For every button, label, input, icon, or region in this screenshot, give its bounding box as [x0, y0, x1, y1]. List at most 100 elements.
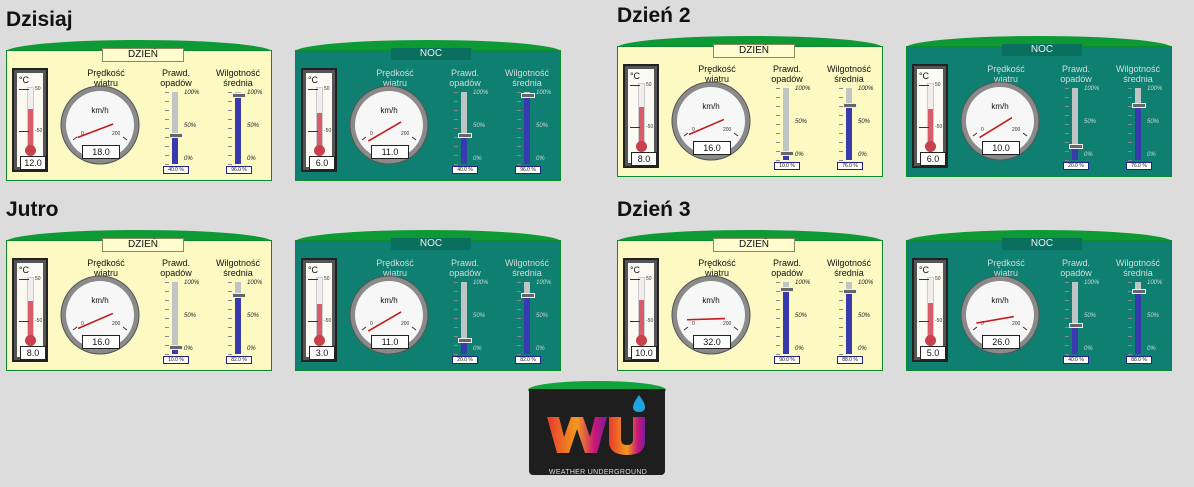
temp-unit-label: °C — [629, 265, 641, 275]
humidity-gauge-value: 82.0 % — [515, 356, 541, 364]
period-label: DZIEŃ — [102, 48, 184, 62]
mercury-column — [928, 303, 933, 336]
temperature-value: 6.0 — [920, 152, 946, 166]
temperature-value: 10.0 — [631, 346, 657, 360]
mercury-column — [928, 108, 933, 142]
wind-needle — [77, 312, 114, 330]
precip-label: Prawd. opadów — [449, 68, 481, 88]
wind-speed-label: Prędkość wiatru — [698, 258, 736, 278]
temp-max-tick: 50 — [324, 86, 330, 92]
humidity-gauge-knob[interactable] — [232, 92, 246, 98]
precip-gauge-knob[interactable] — [458, 133, 472, 139]
speed-max-tick: 200 — [401, 321, 410, 327]
thermometer-bulb — [636, 335, 647, 346]
weather-underground-logo[interactable]: WEATHER UNDERGROUND — [528, 381, 666, 477]
temperature-value: 3.0 — [309, 346, 335, 360]
percent-tick: 0% — [1084, 152, 1093, 158]
day-title: Dzień 2 — [617, 4, 691, 27]
humidity-gauge-knob[interactable] — [843, 103, 857, 109]
speed-unit-label: km/h — [380, 296, 397, 305]
temperature-value: 5.0 — [920, 346, 946, 360]
precip-gauge-fill — [1072, 325, 1078, 354]
humidity-gauge — [839, 88, 857, 161]
temperature-value: 6.0 — [309, 156, 335, 170]
percent-tick: 0% — [184, 156, 193, 162]
night-panel: NOC °C 50 -50 6.0 Prędkość wiatru Prawd. opadów W… — [295, 40, 561, 181]
precip-gauge-fill — [783, 152, 789, 160]
humidity-label: Wilgotność średnia — [215, 258, 260, 278]
precip-gauge-knob[interactable] — [169, 344, 183, 350]
precip-gauge-knob[interactable] — [780, 287, 794, 293]
humidity-gauge-value: 96.0 % — [226, 166, 252, 174]
mercury-column — [28, 109, 33, 146]
precip-gauge — [776, 282, 794, 355]
thermometer-bulb — [25, 335, 36, 346]
precip-gauge-value: 20.0 % — [1063, 162, 1089, 170]
humidity-gauge-knob[interactable] — [1132, 103, 1146, 109]
percent-tick: 0% — [184, 346, 193, 352]
humidity-gauge-knob[interactable] — [232, 292, 246, 298]
precip-gauge-knob[interactable] — [458, 337, 472, 343]
humidity-gauge-value: 88.0 % — [837, 356, 863, 364]
percent-tick: 50% — [1084, 119, 1097, 125]
temp-unit-label: °C — [629, 71, 641, 81]
day-panel: DZIEŃ °C 50 -50 10.0 Prędkość wiatru Prawd. opad… — [617, 230, 883, 371]
period-label: NOC — [391, 238, 471, 250]
humidity-gauge-knob[interactable] — [521, 92, 535, 98]
percent-tick: 0% — [473, 156, 482, 162]
precip-gauge-knob[interactable] — [1069, 323, 1083, 329]
temp-min-tick: -50 — [35, 128, 43, 134]
precip-gauge-knob[interactable] — [1069, 143, 1083, 149]
percent-tick: 50% — [858, 313, 871, 319]
humidity-gauge-knob[interactable] — [843, 288, 857, 294]
period-label: NOC — [1002, 44, 1082, 56]
weather-underground-logo-icon — [547, 395, 645, 455]
percent-tick: 100% — [184, 90, 200, 96]
temp-min-tick: -50 — [935, 124, 943, 130]
speed-min-tick: 0 — [981, 321, 984, 327]
wind-speedometer: km/h 0 200 — [960, 81, 1040, 161]
speed-max-tick: 200 — [112, 131, 121, 137]
percent-tick: 0% — [536, 346, 545, 352]
temp-min-tick: -50 — [324, 128, 332, 134]
percent-tick: 50% — [473, 123, 486, 129]
percent-tick: 50% — [1147, 313, 1160, 319]
precip-label: Prawd. opadów — [771, 258, 803, 278]
precip-gauge — [454, 92, 472, 165]
wind-speed-label: Prędkość wiatru — [376, 258, 414, 278]
humidity-gauge-value: 82.0 % — [226, 356, 252, 364]
precip-gauge-knob[interactable] — [169, 133, 183, 139]
precip-gauge-value: 90.0 % — [774, 356, 800, 364]
humidity-label: Wilgotność średnia — [1115, 64, 1160, 84]
mercury-column — [639, 300, 644, 336]
wind-speedometer: km/h 0 200 — [960, 275, 1040, 355]
precip-gauge-fill — [172, 346, 178, 354]
humidity-gauge-knob[interactable] — [521, 292, 535, 298]
temp-unit-label: °C — [18, 265, 30, 275]
day-panel: DZIEŃ °C 50 -50 8.0 Prędkość wiatru Prawd. opadó… — [617, 36, 883, 177]
night-panel: NOC °C 50 -50 5.0 Prędkość wiatru Prawd. opadów W… — [906, 230, 1172, 371]
temp-unit-label: °C — [918, 71, 930, 81]
speed-unit-label: km/h — [702, 102, 719, 111]
logo-text: WEATHER UNDERGROUND — [548, 469, 648, 476]
humidity-gauge-value: 96.0 % — [515, 166, 541, 174]
wind-speed-label: Prędkość wiatru — [87, 68, 125, 88]
speed-unit-label: km/h — [991, 296, 1008, 305]
speed-unit-label: km/h — [91, 296, 108, 305]
humidity-gauge-knob[interactable] — [1132, 288, 1146, 294]
wind-speed-value: 18.0 — [82, 145, 120, 159]
wind-speed-value: 16.0 — [693, 141, 731, 155]
wind-needle — [686, 317, 726, 321]
percent-tick: 50% — [536, 313, 549, 319]
thermometer-bulb — [314, 145, 325, 156]
wind-speed-label: Prędkość wiatru — [376, 68, 414, 88]
temp-max-tick: 50 — [935, 82, 941, 88]
precip-gauge-knob[interactable] — [780, 150, 794, 156]
percent-tick: 100% — [536, 90, 552, 96]
humidity-gauge-value: 76.0 % — [1126, 162, 1152, 170]
wind-needle — [976, 315, 1014, 324]
percent-tick: 0% — [247, 346, 256, 352]
thermometer-bulb — [925, 141, 936, 152]
day-title: Dzisiaj — [6, 8, 73, 31]
humidity-gauge-value: 76.0 % — [837, 162, 863, 170]
